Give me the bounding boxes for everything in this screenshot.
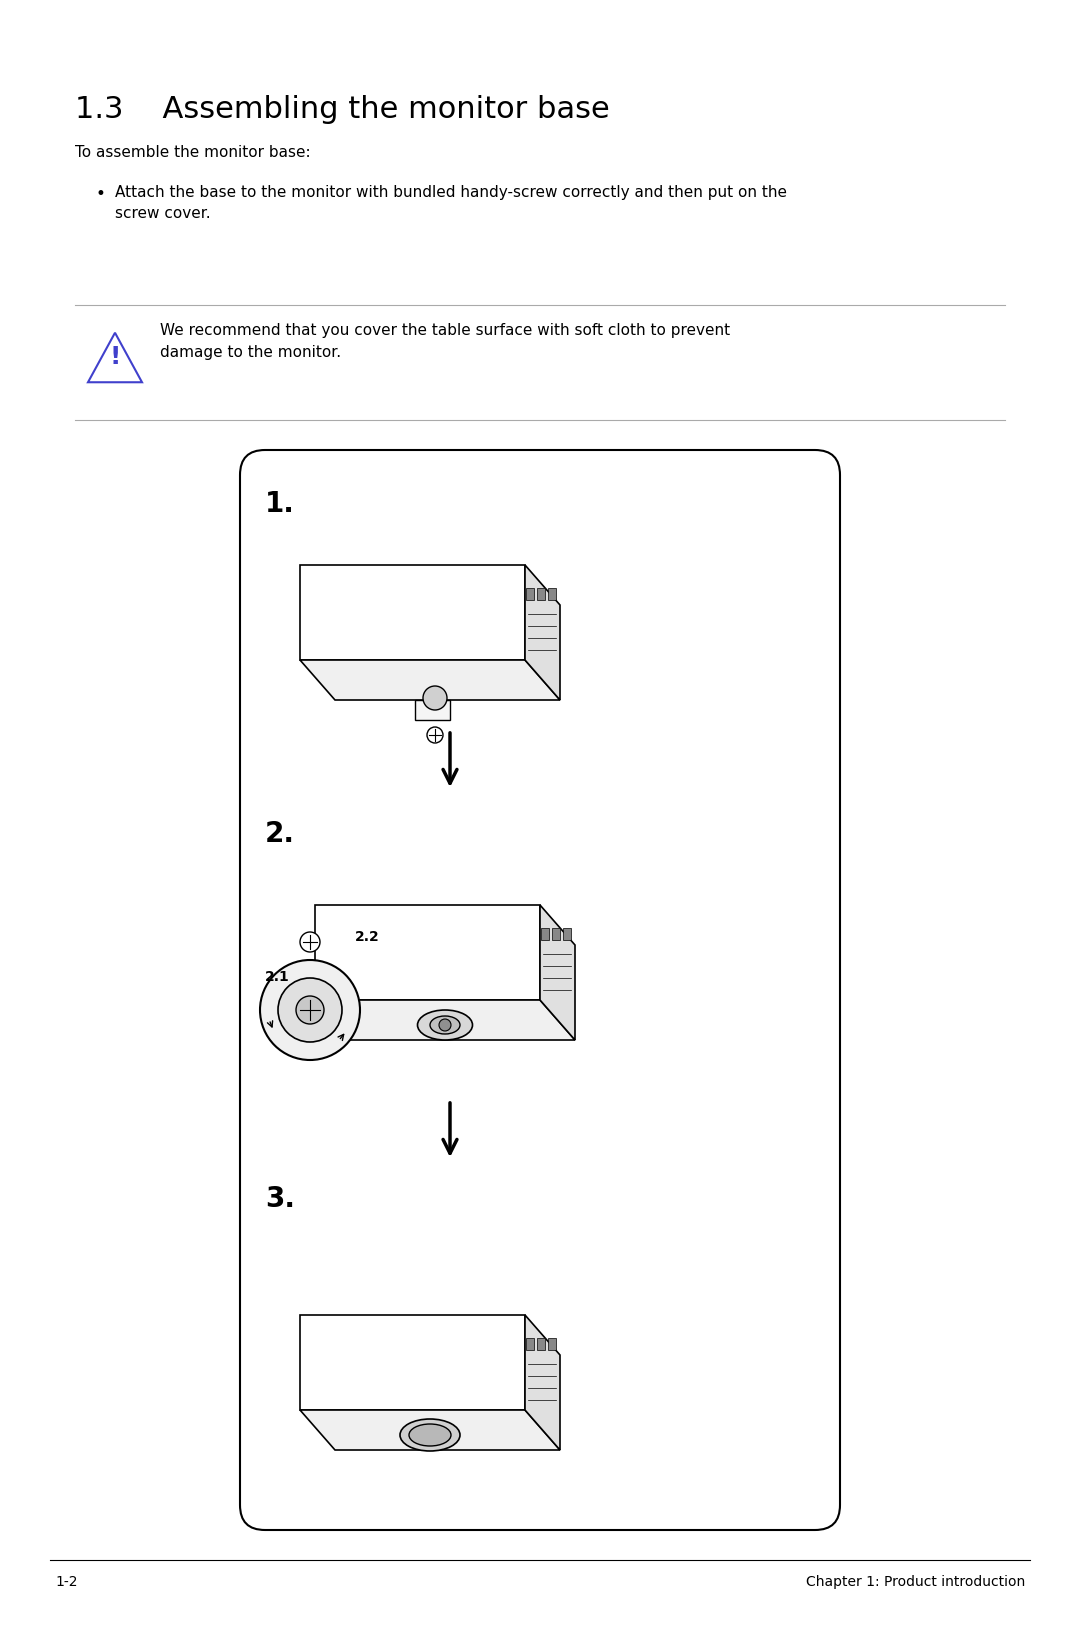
Polygon shape <box>315 905 540 1001</box>
Circle shape <box>423 687 447 709</box>
FancyBboxPatch shape <box>240 451 840 1529</box>
Circle shape <box>296 996 324 1023</box>
Ellipse shape <box>400 1419 460 1451</box>
Polygon shape <box>315 1001 575 1040</box>
Polygon shape <box>525 1315 561 1450</box>
Text: 1.3    Assembling the monitor base: 1.3 Assembling the monitor base <box>75 94 610 124</box>
Ellipse shape <box>418 1010 473 1040</box>
Text: To assemble the monitor base:: To assemble the monitor base: <box>75 145 311 159</box>
Text: 2.1: 2.1 <box>265 970 289 984</box>
Text: •: • <box>95 185 105 203</box>
Circle shape <box>427 727 443 744</box>
Bar <box>526 1337 534 1350</box>
Ellipse shape <box>430 1015 460 1035</box>
Text: Chapter 1: Product introduction: Chapter 1: Product introduction <box>806 1575 1025 1590</box>
Polygon shape <box>300 565 525 661</box>
Circle shape <box>300 932 320 952</box>
Bar <box>548 1337 556 1350</box>
Text: 1-2: 1-2 <box>55 1575 78 1590</box>
Polygon shape <box>300 661 561 700</box>
Ellipse shape <box>409 1424 451 1446</box>
Bar <box>548 587 556 600</box>
Text: 1.: 1. <box>265 490 295 517</box>
Text: 2.: 2. <box>265 820 295 848</box>
Text: !: ! <box>109 345 121 369</box>
Bar <box>526 587 534 600</box>
Polygon shape <box>300 1411 561 1450</box>
Polygon shape <box>300 1315 525 1411</box>
Bar <box>563 927 571 940</box>
Bar <box>541 927 549 940</box>
Bar <box>552 927 561 940</box>
Text: 3.: 3. <box>265 1184 295 1214</box>
Polygon shape <box>540 905 575 1040</box>
Circle shape <box>260 960 360 1061</box>
Polygon shape <box>415 700 450 721</box>
Polygon shape <box>525 565 561 700</box>
Circle shape <box>438 1019 451 1032</box>
Bar <box>537 1337 545 1350</box>
Text: 2.2: 2.2 <box>355 931 380 944</box>
Text: We recommend that you cover the table surface with soft cloth to prevent
damage : We recommend that you cover the table su… <box>160 324 730 360</box>
Text: Attach the base to the monitor with bundled handy-screw correctly and then put o: Attach the base to the monitor with bund… <box>114 185 787 221</box>
Bar <box>537 587 545 600</box>
Circle shape <box>278 978 342 1041</box>
